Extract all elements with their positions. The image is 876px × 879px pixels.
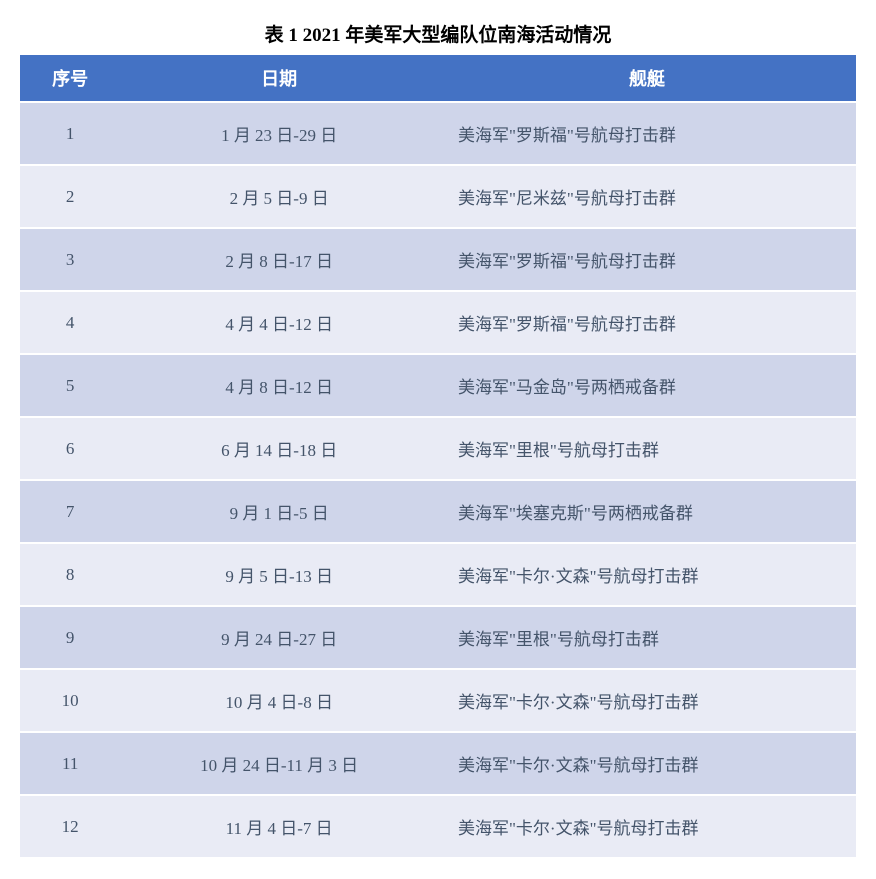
cell-index: 10 — [20, 669, 120, 732]
cell-date: 6 月 14 日-18 日 — [120, 417, 438, 480]
table-row: 99 月 24 日-27 日美海军"里根"号航母打击群 — [20, 606, 856, 669]
table-container: 表 1 2021 年美军大型编队位南海活动情况 序号 日期 舰艇 11 月 23… — [20, 20, 856, 859]
cell-index: 2 — [20, 165, 120, 228]
table-row: 1110 月 24 日-11 月 3 日美海军"卡尔·文森"号航母打击群 — [20, 732, 856, 795]
table-row: 66 月 14 日-18 日美海军"里根"号航母打击群 — [20, 417, 856, 480]
table-header: 序号 日期 舰艇 — [20, 55, 856, 102]
cell-ship: 美海军"卡尔·文森"号航母打击群 — [438, 795, 856, 858]
header-index: 序号 — [20, 55, 120, 102]
cell-ship: 美海军"里根"号航母打击群 — [438, 417, 856, 480]
cell-ship: 美海军"埃塞克斯"号两栖戒备群 — [438, 480, 856, 543]
cell-ship: 美海军"卡尔·文森"号航母打击群 — [438, 669, 856, 732]
cell-index: 3 — [20, 228, 120, 291]
table-row: 22 月 5 日-9 日美海军"尼米兹"号航母打击群 — [20, 165, 856, 228]
cell-date: 10 月 24 日-11 月 3 日 — [120, 732, 438, 795]
cell-date: 1 月 23 日-29 日 — [120, 102, 438, 165]
cell-ship: 美海军"罗斯福"号航母打击群 — [438, 228, 856, 291]
cell-ship: 美海军"马金岛"号两栖戒备群 — [438, 354, 856, 417]
cell-date: 11 月 4 日-7 日 — [120, 795, 438, 858]
cell-index: 11 — [20, 732, 120, 795]
cell-date: 2 月 5 日-9 日 — [120, 165, 438, 228]
cell-ship: 美海军"尼米兹"号航母打击群 — [438, 165, 856, 228]
cell-date: 9 月 1 日-5 日 — [120, 480, 438, 543]
table-body: 11 月 23 日-29 日美海军"罗斯福"号航母打击群22 月 5 日-9 日… — [20, 102, 856, 858]
cell-index: 4 — [20, 291, 120, 354]
cell-date: 2 月 8 日-17 日 — [120, 228, 438, 291]
cell-index: 6 — [20, 417, 120, 480]
table-row: 32 月 8 日-17 日美海军"罗斯福"号航母打击群 — [20, 228, 856, 291]
cell-date: 9 月 5 日-13 日 — [120, 543, 438, 606]
header-ship: 舰艇 — [438, 55, 856, 102]
cell-index: 5 — [20, 354, 120, 417]
cell-index: 8 — [20, 543, 120, 606]
table-row: 1010 月 4 日-8 日美海军"卡尔·文森"号航母打击群 — [20, 669, 856, 732]
header-row: 序号 日期 舰艇 — [20, 55, 856, 102]
cell-date: 4 月 8 日-12 日 — [120, 354, 438, 417]
cell-ship: 美海军"卡尔·文森"号航母打击群 — [438, 732, 856, 795]
cell-index: 1 — [20, 102, 120, 165]
table-row: 54 月 8 日-12 日美海军"马金岛"号两栖戒备群 — [20, 354, 856, 417]
cell-index: 12 — [20, 795, 120, 858]
table-row: 79 月 1 日-5 日美海军"埃塞克斯"号两栖戒备群 — [20, 480, 856, 543]
cell-date: 10 月 4 日-8 日 — [120, 669, 438, 732]
cell-index: 7 — [20, 480, 120, 543]
table-row: 89 月 5 日-13 日美海军"卡尔·文森"号航母打击群 — [20, 543, 856, 606]
table-row: 11 月 23 日-29 日美海军"罗斯福"号航母打击群 — [20, 102, 856, 165]
cell-ship: 美海军"里根"号航母打击群 — [438, 606, 856, 669]
cell-ship: 美海军"罗斯福"号航母打击群 — [438, 102, 856, 165]
cell-date: 9 月 24 日-27 日 — [120, 606, 438, 669]
header-date: 日期 — [120, 55, 438, 102]
table-row: 44 月 4 日-12 日美海军"罗斯福"号航母打击群 — [20, 291, 856, 354]
cell-ship: 美海军"卡尔·文森"号航母打击群 — [438, 543, 856, 606]
cell-ship: 美海军"罗斯福"号航母打击群 — [438, 291, 856, 354]
cell-date: 4 月 4 日-12 日 — [120, 291, 438, 354]
data-table: 序号 日期 舰艇 11 月 23 日-29 日美海军"罗斯福"号航母打击群22 … — [20, 55, 856, 859]
table-row: 1211 月 4 日-7 日美海军"卡尔·文森"号航母打击群 — [20, 795, 856, 858]
cell-index: 9 — [20, 606, 120, 669]
table-title: 表 1 2021 年美军大型编队位南海活动情况 — [20, 20, 856, 47]
